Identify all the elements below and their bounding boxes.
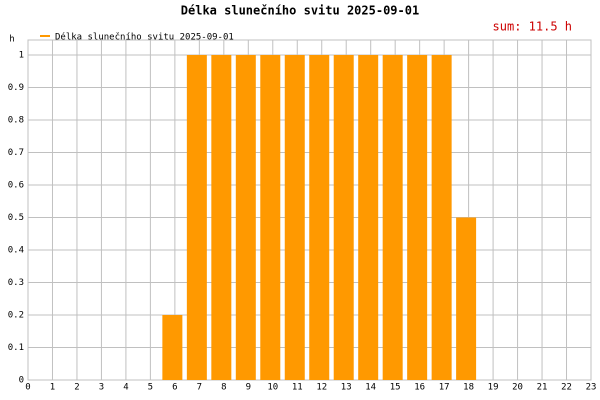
x-tick-label: 16 (414, 383, 425, 393)
y-tick-label: 0.5 (8, 213, 24, 223)
bar (235, 55, 256, 380)
y-tick-label: 0.3 (8, 278, 24, 288)
x-tick-label: 21 (537, 383, 548, 393)
y-tick-label: 0 (19, 376, 24, 386)
x-tick-label: 12 (316, 383, 327, 393)
bar (382, 55, 403, 380)
x-tick-label: 9 (246, 383, 251, 393)
bar (358, 55, 379, 380)
bar (407, 55, 428, 380)
x-tick-label: 0 (25, 383, 30, 393)
x-tick-label: 23 (586, 383, 597, 393)
x-tick-label: 19 (488, 383, 499, 393)
x-tick-label: 5 (148, 383, 153, 393)
x-tick-label: 6 (172, 383, 177, 393)
x-tick-label: 2 (74, 383, 79, 393)
annotation: sum: 11.5 h (493, 20, 572, 34)
x-tick-label: 15 (390, 383, 401, 393)
bar (333, 55, 354, 380)
x-tick-label: 4 (123, 383, 128, 393)
x-tick-label: 22 (561, 383, 572, 393)
y-tick-label: 0.6 (8, 181, 24, 191)
y-tick-label: 0.2 (8, 311, 24, 321)
bar (431, 55, 452, 380)
x-tick-label: 18 (463, 383, 474, 393)
x-tick-label: 17 (439, 383, 450, 393)
x-tick-label: 10 (267, 383, 278, 393)
bar (162, 315, 183, 380)
x-tick-label: 14 (365, 383, 376, 393)
x-tick-label: 8 (221, 383, 226, 393)
y-tick-label: 0.4 (8, 246, 24, 256)
y-tick-label: 0.8 (8, 116, 24, 126)
bar (211, 55, 232, 380)
y-tick-label: 0.1 (8, 343, 24, 353)
x-tick-label: 20 (512, 383, 523, 393)
bar (309, 55, 330, 380)
x-tick-label: 7 (197, 383, 202, 393)
bar (456, 217, 477, 380)
bar (186, 55, 207, 380)
x-tick-label: 3 (99, 383, 104, 393)
x-tick-label: 13 (341, 383, 352, 393)
bar (284, 55, 305, 380)
x-tick-label: 1 (50, 383, 55, 393)
y-tick-label: 0.9 (8, 83, 24, 93)
y-tick-label: 1 (19, 51, 24, 61)
bar (260, 55, 281, 380)
y-axis-label: h (9, 35, 14, 45)
x-tick-label: 11 (292, 383, 303, 393)
y-tick-label: 0.7 (8, 148, 24, 158)
legend-label: Délka slunečního svitu 2025-09-01 (55, 32, 234, 43)
chart-title: Délka slunečního svitu 2025-09-01 (181, 4, 419, 18)
